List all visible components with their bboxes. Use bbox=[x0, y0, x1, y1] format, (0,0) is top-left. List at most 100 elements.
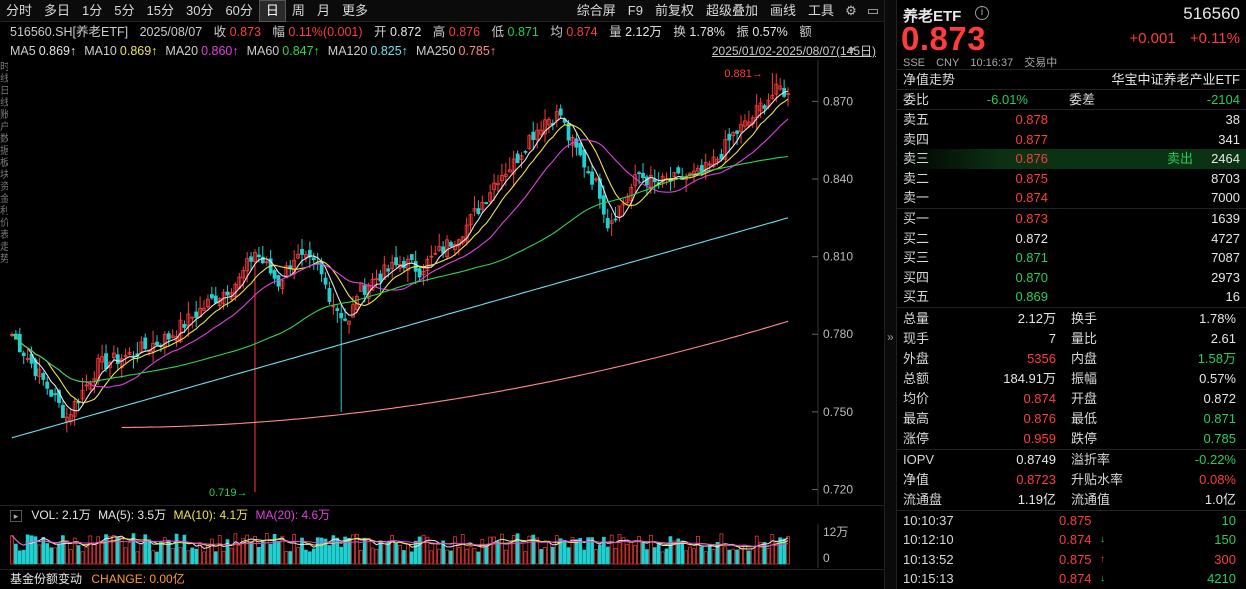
volume-bar bbox=[123, 547, 128, 565]
kline-chart[interactable]: 0.870 0.840 0.810 0.780 0.750 0.720 0.881→ 0.71… bbox=[0, 60, 884, 505]
ma-value: 0.785↑ bbox=[458, 44, 497, 58]
turnover-label: 换 bbox=[673, 25, 686, 39]
stat-label: 外盘 bbox=[903, 350, 930, 366]
ma250-line bbox=[121, 320, 789, 428]
tool-button-1[interactable]: F9 bbox=[627, 2, 643, 18]
date-range-link[interactable]: 2025/01/02-2025/08/07(145日) bbox=[711, 44, 876, 58]
period-tab-2[interactable]: 1分 bbox=[82, 2, 103, 18]
period-tab-1[interactable]: 多日 bbox=[44, 2, 71, 18]
volume-bar bbox=[676, 538, 681, 565]
candle-body bbox=[594, 178, 598, 181]
collapse-panel-icon[interactable]: » bbox=[887, 330, 894, 344]
period-tab-8[interactable]: 周 bbox=[291, 2, 305, 18]
fund-share-change-bar: 基金份额变动 CHANGE: 0.00亿 bbox=[0, 569, 884, 589]
volume-bar bbox=[660, 551, 665, 565]
period-tab-0[interactable]: 分时 bbox=[6, 2, 33, 18]
candle-body bbox=[53, 393, 57, 396]
order-book-row[interactable]: 买一 0.873 1639 bbox=[897, 209, 1246, 229]
tool-button-5[interactable]: 工具 bbox=[807, 2, 834, 18]
book-qty: 7000 bbox=[1211, 190, 1240, 206]
volume-bar bbox=[503, 549, 508, 565]
candle-body bbox=[433, 252, 438, 255]
tick-list: 10:10:37 0.875 10 10:12:10 0.874 ↓ 150 10:13:52… bbox=[897, 511, 1246, 589]
volume-bar bbox=[460, 534, 465, 565]
volume-bar bbox=[703, 551, 708, 565]
period-tab-4[interactable]: 15分 bbox=[146, 2, 174, 18]
order-book-row[interactable]: 卖一 0.874 7000 bbox=[897, 188, 1246, 208]
expand-icon[interactable]: ▭ bbox=[866, 2, 880, 18]
volume-bar bbox=[629, 541, 634, 565]
left-side-tabs[interactable]: 时 线 日 线 账 户 数 据 板 块 资 金 利 价 表 走 势 bbox=[0, 62, 8, 265]
tool-button-3[interactable]: 超级叠加 bbox=[705, 2, 758, 18]
stat-value: 0.785 bbox=[1203, 430, 1236, 446]
date-range-dropdown-icon[interactable]: ▼ bbox=[846, 45, 857, 57]
book-level-label: 卖五 bbox=[903, 112, 930, 127]
volume-bar bbox=[92, 542, 97, 565]
tool-button-0[interactable]: 综合屏 bbox=[576, 2, 616, 18]
order-book-row[interactable]: 买二 0.872 4727 bbox=[897, 229, 1246, 249]
candle-body bbox=[61, 404, 65, 418]
volume-bar bbox=[57, 543, 61, 565]
volume-bar bbox=[64, 540, 69, 565]
order-book-row[interactable]: 卖四 0.877 341 bbox=[897, 130, 1246, 150]
volume-bar bbox=[735, 549, 739, 565]
ma120-line bbox=[11, 217, 789, 439]
volume-bar bbox=[21, 549, 26, 565]
period-tabs: 分时 多日 1分 5分 15分 30分 60分日周月更多 bbox=[0, 0, 374, 22]
volume-bar bbox=[539, 549, 543, 565]
period-tab-10[interactable]: 更多 bbox=[341, 2, 368, 18]
tick-qty: 300 bbox=[1214, 551, 1236, 567]
tool-button-4[interactable]: 画线 bbox=[769, 2, 796, 18]
last-price: 0.873 bbox=[901, 20, 987, 57]
order-book-row[interactable]: 卖五 0.878 38 bbox=[897, 110, 1246, 130]
panel-divider[interactable]: » bbox=[884, 0, 897, 589]
volume-bar bbox=[264, 533, 269, 565]
candle-body bbox=[49, 389, 54, 397]
volume-bar bbox=[300, 537, 304, 565]
quote-panel: 养老ETF i 516560 0.873 +0.001 +0.11% SSE C… bbox=[897, 0, 1246, 589]
candle-body bbox=[723, 138, 728, 160]
settings-icon[interactable]: ⚙ bbox=[845, 2, 857, 18]
ma-value: 0.847↑ bbox=[282, 44, 320, 58]
candle-body bbox=[672, 172, 677, 178]
volume-bar bbox=[147, 539, 151, 565]
stat-label: 涨停 bbox=[903, 430, 930, 446]
volume-bar bbox=[453, 536, 457, 565]
ma-legend-item: MA20 0.860↑ bbox=[165, 44, 240, 58]
stat-value: 1.58万 bbox=[1197, 350, 1236, 366]
order-book-row[interactable]: 买五 0.869 16 bbox=[897, 287, 1246, 307]
volume-bar bbox=[276, 540, 281, 565]
order-book-row[interactable]: 卖二 0.875 8703 bbox=[897, 169, 1246, 189]
tool-button-2[interactable]: 前复权 bbox=[654, 2, 694, 18]
volume-bar bbox=[135, 551, 140, 565]
period-tab-3[interactable]: 5分 bbox=[114, 2, 135, 18]
candle-body bbox=[417, 268, 422, 278]
volume-bar bbox=[323, 538, 328, 565]
info-icon[interactable]: i bbox=[975, 6, 989, 20]
volume-bar bbox=[386, 541, 391, 565]
ma-label: MA120 bbox=[327, 44, 368, 58]
volume-chart[interactable]: 12万 0 bbox=[0, 524, 884, 568]
period-tab-5[interactable]: 30分 bbox=[185, 2, 214, 18]
candle-body bbox=[598, 178, 602, 199]
volume-bar bbox=[684, 550, 688, 565]
low-label: 低 bbox=[491, 25, 505, 39]
order-book-row[interactable]: 买四 0.870 2973 bbox=[897, 268, 1246, 288]
candle-body bbox=[648, 175, 653, 188]
volume-bar bbox=[366, 537, 371, 565]
volume-toggle-icon[interactable]: ▸ bbox=[10, 509, 22, 522]
book-qty: 1639 bbox=[1211, 210, 1240, 226]
ma-legend-item: MA60 0.847↑ bbox=[247, 44, 322, 58]
volume-bar bbox=[257, 547, 261, 565]
candle-body bbox=[429, 255, 434, 258]
order-book-row[interactable]: 买三 0.871 7087 bbox=[897, 248, 1246, 268]
nav-trend-link[interactable]: 净值走势 bbox=[903, 72, 956, 87]
period-tab-9[interactable]: 月 bbox=[316, 2, 330, 18]
stat-label: 均价 bbox=[903, 390, 930, 406]
period-tab-7[interactable]: 日 bbox=[258, 0, 286, 22]
change-pct: +0.11% bbox=[1189, 30, 1240, 47]
order-book-row[interactable]: 卖三 0.876 卖出 2464 bbox=[897, 149, 1246, 169]
candle-body bbox=[605, 217, 610, 229]
stat-label: 总额 bbox=[903, 370, 930, 386]
period-tab-6[interactable]: 60分 bbox=[225, 2, 253, 18]
